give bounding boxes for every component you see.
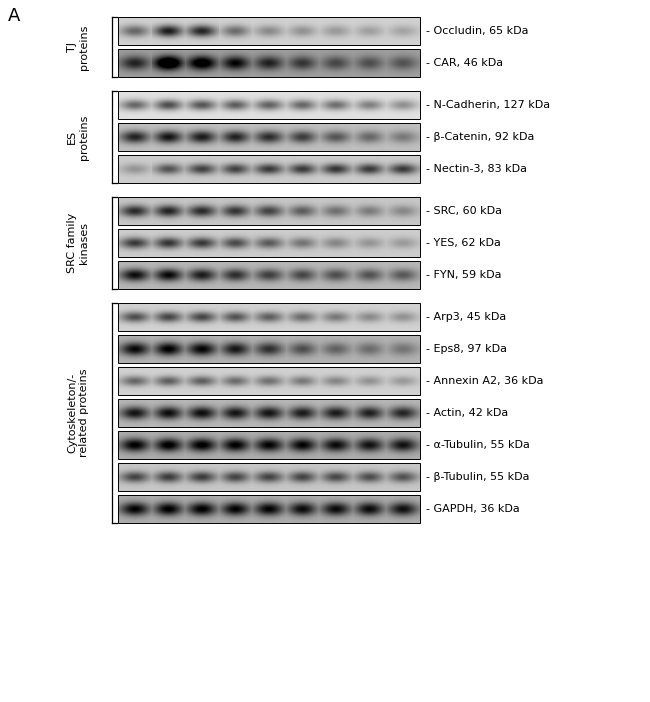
Text: - YES, 62 kDa: - YES, 62 kDa [426, 238, 501, 248]
Bar [118, 91, 420, 119]
Text: ES
proteins: ES proteins [67, 114, 89, 159]
Bar [118, 399, 420, 427]
Text: 9: 9 [365, 0, 374, 3]
Bar [118, 49, 420, 77]
Text: - Eps8, 97 kDa: - Eps8, 97 kDa [426, 344, 507, 354]
Bar [118, 431, 420, 459]
Bar [118, 197, 420, 225]
Text: 6: 6 [265, 0, 273, 3]
Text: - GAPDH, 36 kDa: - GAPDH, 36 kDa [426, 504, 520, 514]
Text: 10: 10 [395, 0, 411, 3]
Text: - Occludin, 65 kDa: - Occludin, 65 kDa [426, 26, 528, 36]
Bar [118, 495, 420, 523]
Text: - Actin, 42 kDa: - Actin, 42 kDa [426, 408, 508, 418]
Text: 2: 2 [131, 0, 139, 3]
Bar [118, 367, 420, 395]
Bar [118, 303, 420, 331]
Text: - Annexin A2, 36 kDa: - Annexin A2, 36 kDa [426, 376, 543, 386]
Bar [118, 335, 420, 363]
Bar [118, 155, 420, 183]
Text: 7: 7 [298, 0, 307, 3]
Bar [118, 229, 420, 257]
Text: - SRC, 60 kDa: - SRC, 60 kDa [426, 206, 502, 216]
Text: 5: 5 [231, 0, 240, 3]
Text: - FYN, 59 kDa: - FYN, 59 kDa [426, 270, 502, 280]
Text: SRC family
kinases: SRC family kinases [67, 213, 89, 273]
Text: 3: 3 [164, 0, 173, 3]
Text: Cytoskeleton/-
related proteins: Cytoskeleton/- related proteins [67, 369, 89, 457]
Bar [118, 261, 420, 289]
Bar [118, 463, 420, 491]
Text: TJ
proteins: TJ proteins [67, 25, 89, 69]
Text: - CAR, 46 kDa: - CAR, 46 kDa [426, 58, 503, 68]
Bar [118, 123, 420, 151]
Bar [118, 17, 420, 45]
Text: - Arp3, 45 kDa: - Arp3, 45 kDa [426, 312, 506, 322]
Text: - β-Catenin, 92 kDa: - β-Catenin, 92 kDa [426, 132, 534, 142]
Text: A: A [8, 7, 20, 25]
Text: - Nectin-3, 83 kDa: - Nectin-3, 83 kDa [426, 164, 527, 174]
Text: - α-Tubulin, 55 kDa: - α-Tubulin, 55 kDa [426, 440, 530, 450]
Text: 8: 8 [332, 0, 341, 3]
Text: 4: 4 [198, 0, 206, 3]
Text: - β-Tubulin, 55 kDa: - β-Tubulin, 55 kDa [426, 472, 530, 482]
Text: - N-Cadherin, 127 kDa: - N-Cadherin, 127 kDa [426, 100, 550, 110]
